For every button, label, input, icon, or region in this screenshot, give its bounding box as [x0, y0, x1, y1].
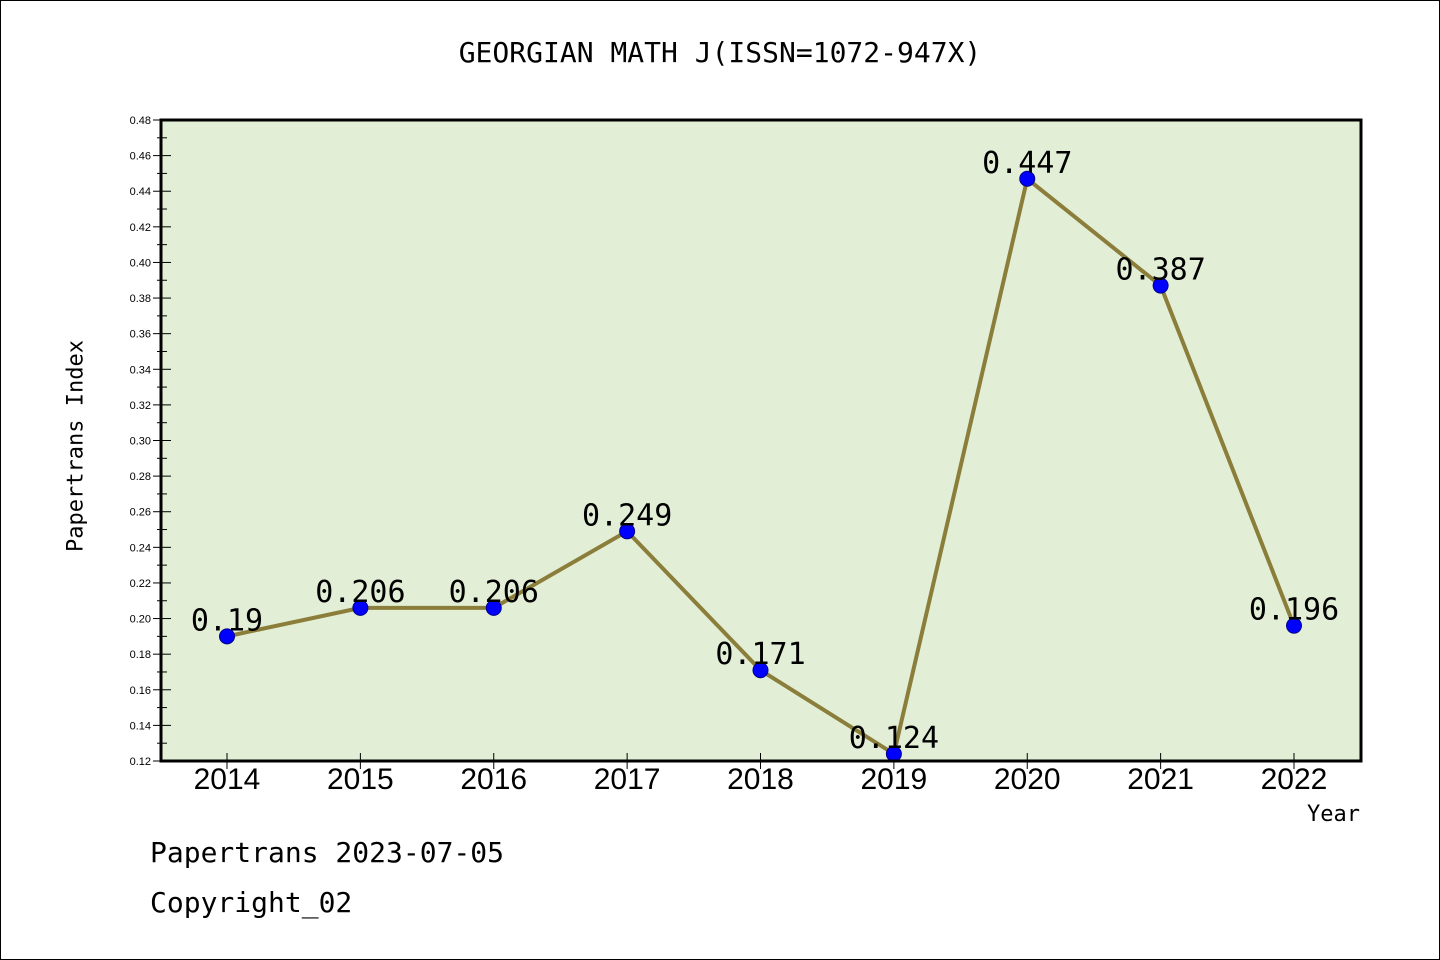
y-tick-label: 0.40 — [130, 257, 151, 269]
y-tick-label: 0.28 — [130, 471, 151, 483]
data-point — [485, 599, 502, 616]
x-tick-label: 2019 — [861, 763, 928, 796]
y-tick-label: 0.24 — [130, 542, 151, 554]
data-labels: 0.19 0.206 0.206 0.249 0.171 0.124 0.447 0.387 0… — [191, 146, 1339, 756]
y-tick-label: 0.20 — [130, 614, 151, 626]
y-tick-label: 0.46 — [130, 151, 151, 163]
y-tick-label: 0.38 — [130, 293, 151, 305]
y-tick-label: 0.30 — [130, 436, 151, 448]
x-tick-label: 2014 — [194, 763, 261, 796]
data-label: 0.19 — [191, 603, 263, 638]
x-axis-label: Year — [1307, 802, 1360, 827]
y-tick-label: 0.32 — [130, 400, 151, 412]
plot-border — [159, 118, 1363, 763]
footer-copyright: Copyright_02 — [150, 886, 353, 919]
data-label: 0.387 — [1115, 253, 1205, 288]
x-tick-label: 2022 — [1261, 763, 1328, 796]
y-tick-label: 0.42 — [130, 222, 151, 234]
chart-title: GEORGIAN MATH J(ISSN=1072-947X) — [458, 36, 982, 69]
y-tick-label: 0.22 — [130, 578, 151, 590]
x-tick-label: 2015 — [327, 763, 394, 796]
y-tick-label: 0.26 — [130, 507, 151, 519]
y-tick-label: 0.18 — [130, 649, 151, 661]
x-tick-label: 2020 — [994, 763, 1061, 796]
x-axis: 2014 2015 2016 2017 2018 2019 2020 2021 2022 — [194, 753, 1328, 796]
data-point — [352, 599, 369, 616]
data-label: 0.206 — [449, 575, 539, 610]
data-point — [752, 662, 769, 679]
data-point — [219, 628, 235, 645]
data-label: 0.171 — [715, 637, 805, 672]
y-axis: 0.12 0.14 0.16 0.18 0.20 0.22 0.24 0.26 0.28 0.30… — [130, 115, 171, 768]
y-tick-label: 0.34 — [130, 364, 151, 376]
footer-date: Papertrans 2023-07-05 — [150, 836, 505, 869]
y-tick-label: 0.48 — [130, 115, 151, 127]
plot-area — [161, 120, 1361, 761]
x-tick-label: 2017 — [594, 763, 661, 796]
y-tick-label: 0.14 — [130, 720, 151, 732]
data-point — [1152, 277, 1169, 294]
data-point — [1286, 617, 1302, 634]
y-tick-label: 0.16 — [130, 685, 151, 697]
data-point — [1019, 170, 1036, 187]
data-point — [619, 523, 636, 540]
x-tick-label: 2021 — [1127, 763, 1194, 796]
data-markers — [219, 170, 1302, 762]
data-label: 0.206 — [315, 575, 405, 610]
y-tick-label: 0.36 — [130, 329, 151, 341]
data-label: 0.447 — [982, 146, 1072, 181]
data-label: 0.124 — [849, 721, 939, 756]
data-label: 0.196 — [1249, 593, 1339, 628]
y-tick-label: 0.12 — [130, 756, 151, 768]
y-tick-label: 0.44 — [130, 186, 151, 198]
data-label: 0.249 — [582, 498, 672, 533]
x-tick-label: 2018 — [727, 763, 794, 796]
x-tick-label: 2016 — [460, 763, 527, 796]
